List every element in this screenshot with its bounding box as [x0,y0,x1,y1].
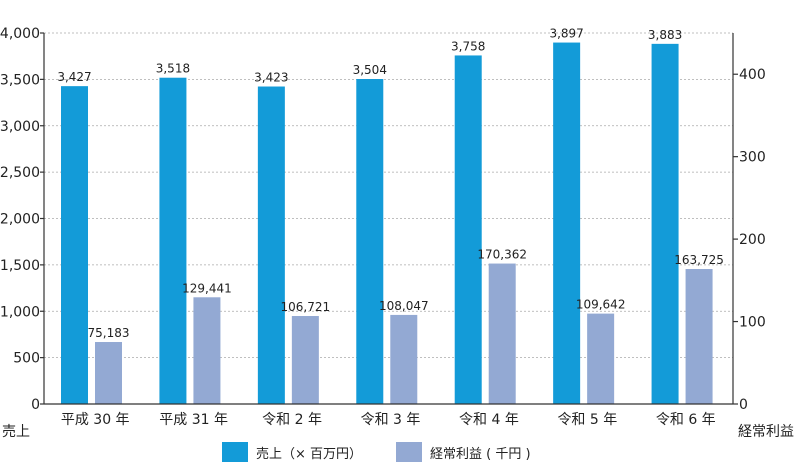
profit-data-label: 170,362 [477,248,527,262]
sales-data-label: 3,427 [57,70,91,84]
profit-data-label: 109,642 [576,298,626,312]
y-right-tick-label: 300 [739,150,766,166]
y-right-tick-label: 100 [739,315,766,331]
sales-data-label: 3,883 [648,28,682,42]
y-left-tick-label: 4,000 [0,26,40,42]
legend-swatch-sales [222,442,248,462]
sales-bar [651,43,679,405]
profit-data-label: 106,721 [281,300,331,314]
y-left-tick-label: 2,500 [0,165,40,181]
sales-bar [454,55,482,405]
x-tick-label: 令和 6 年 [656,412,716,428]
x-tick-label: 令和 4 年 [459,412,519,428]
profit-bar [95,342,122,404]
profit-bar [193,297,221,404]
profit-data-label: 163,725 [674,253,724,267]
profit-bar [390,314,418,404]
bars: 3,427 75,183 3,518 129,441 3,423 106,721 3,504… [57,27,724,405]
y-right-axis-label: 経常利益 [738,424,794,440]
sales-data-label: 3,897 [549,27,583,41]
legend: 売上（× 百万円） 経常利益 ( 千円 ) [222,442,565,462]
profit-bar [488,263,516,404]
y-right-tick-label: 0 [739,397,748,413]
sales-bar [61,86,88,404]
profit-bar [685,269,713,404]
y-left-tick-label: 2,000 [0,212,40,228]
profit-bar [587,313,615,404]
sales-bar [553,42,581,404]
x-tick-label: 平成 31 年 [159,412,228,428]
sales-data-label: 3,518 [156,62,190,76]
grid-lines [44,32,733,359]
y-left-tick-label: 1,000 [0,304,40,320]
legend-swatch-profit [396,442,423,462]
y-left-axis-label: 売上 [2,424,30,440]
y-left-tick-label: 3,000 [0,119,40,135]
sales-bar [356,79,384,404]
legend-item-sales: 売上（× 百万円） [222,442,362,462]
profit-data-label: 75,183 [88,326,130,340]
y-right-tick-label: 200 [739,232,766,248]
sales-data-label: 3,504 [353,63,387,77]
y-left-tick-label: 1,500 [0,258,40,274]
legend-item-profit: 経常利益 ( 千円 ) [396,442,531,462]
x-tick-label: 令和 3 年 [361,412,421,428]
profit-bar [291,316,319,404]
axes: 0 500 1,000 1,500 2,000 2,500 3,000 3,500 4,000 0… [0,26,766,428]
x-tick-label: 令和 2 年 [262,412,322,428]
legend-label-profit: 経常利益 ( 千円 ) [430,446,531,462]
sales-bar [159,77,187,404]
x-tick-label: 平成 30 年 [61,412,130,428]
x-tick-label: 令和 5 年 [557,412,617,428]
y-left-tick-label: 500 [13,351,40,367]
legend-label-sales: 売上（× 百万円） [256,446,363,462]
y-left-tick-label: 3,500 [0,72,40,88]
sales-data-label: 3,423 [254,71,288,85]
y-right-tick-label: 400 [739,67,766,83]
y-left-tick-label: 0 [31,397,40,413]
profit-data-label: 108,047 [379,299,429,313]
sales-bar [257,86,285,404]
profit-data-label: 129,441 [182,281,232,295]
sales-data-label: 3,758 [451,39,485,53]
